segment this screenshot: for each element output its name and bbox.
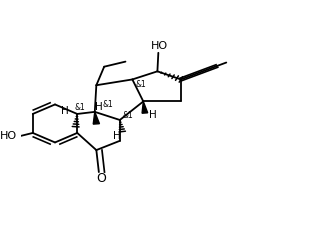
Text: HO: HO: [0, 131, 17, 141]
Polygon shape: [142, 101, 148, 113]
Text: &1: &1: [103, 100, 113, 110]
Text: H: H: [149, 110, 156, 120]
Text: &1: &1: [123, 111, 134, 120]
Text: &1: &1: [74, 103, 85, 112]
Polygon shape: [93, 112, 99, 124]
Text: H: H: [62, 106, 69, 116]
Text: HO: HO: [150, 41, 168, 51]
Text: &1: &1: [135, 80, 146, 89]
Text: O: O: [96, 172, 106, 185]
Text: H: H: [95, 102, 103, 112]
Text: H: H: [113, 131, 121, 141]
